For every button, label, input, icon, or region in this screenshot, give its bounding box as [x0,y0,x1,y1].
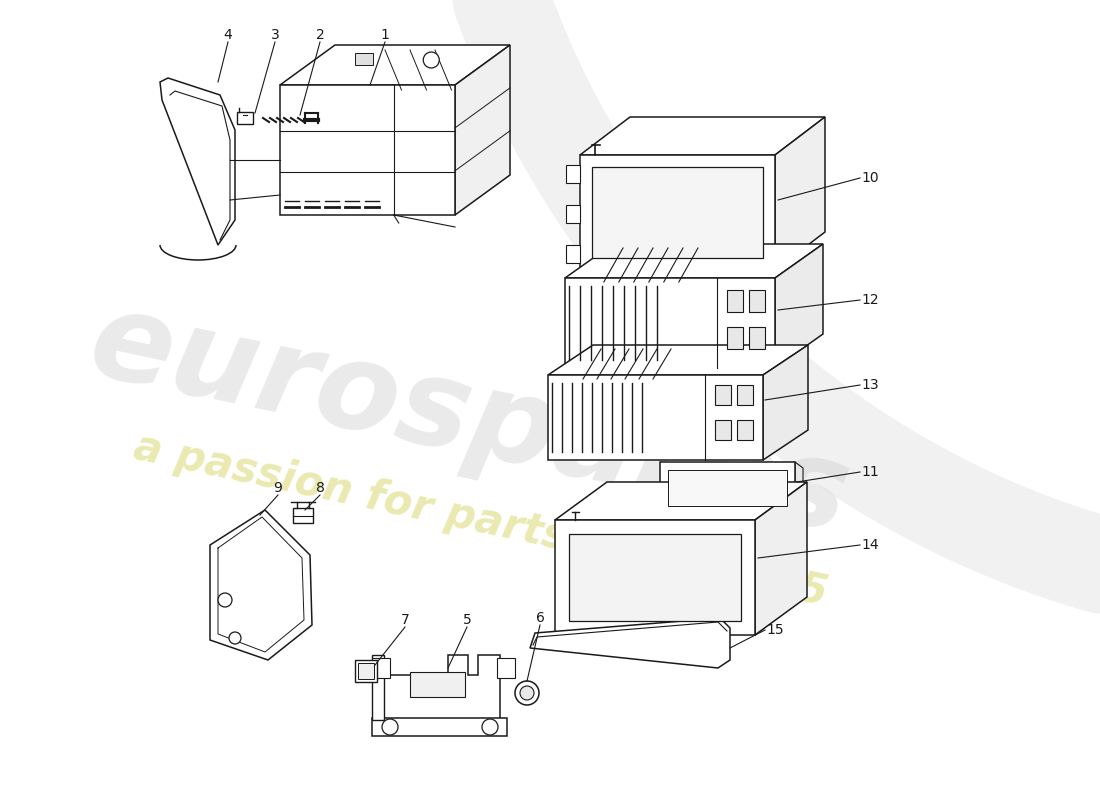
Polygon shape [556,482,807,520]
Text: 3: 3 [271,28,279,42]
Bar [556,520,755,635]
Bar [749,327,764,349]
Circle shape [482,719,498,735]
Bar [293,508,314,523]
Polygon shape [776,117,825,270]
Polygon shape [776,244,823,368]
Circle shape [515,681,539,705]
Text: 6: 6 [536,611,544,625]
Circle shape [382,719,398,735]
Text: 7: 7 [400,613,409,627]
Bar [566,205,580,223]
Polygon shape [530,618,730,668]
Text: 1: 1 [381,28,389,42]
Polygon shape [379,655,500,720]
Text: 14: 14 [861,538,879,552]
Polygon shape [160,78,235,245]
Bar [410,672,465,697]
Text: 12: 12 [861,293,879,307]
Text: 8: 8 [316,481,324,495]
Circle shape [218,593,232,607]
Bar [737,385,754,405]
Text: 9: 9 [274,481,283,495]
Bar [497,658,515,678]
Polygon shape [763,345,808,460]
Bar [355,53,373,65]
Bar [592,167,763,258]
Text: 2: 2 [316,28,324,42]
Bar [548,375,763,460]
Polygon shape [548,345,808,375]
Polygon shape [660,514,803,520]
Polygon shape [565,244,823,278]
Bar [280,85,455,215]
Bar [727,327,742,349]
Bar [580,155,776,270]
Bar [355,660,377,682]
Bar [358,663,374,679]
Bar [236,112,253,124]
Bar [566,245,580,263]
Bar [565,278,775,368]
Circle shape [520,686,534,700]
Bar [372,718,507,736]
Text: 15: 15 [767,623,784,637]
Text: 11: 11 [861,465,879,479]
Circle shape [229,632,241,644]
Bar [715,420,732,440]
Bar [566,165,580,183]
Polygon shape [755,482,807,635]
Text: 5: 5 [463,613,472,627]
Bar [569,534,741,621]
Text: a passion for parts since 1985: a passion for parts since 1985 [130,426,832,614]
Bar [372,658,390,678]
Bar [660,462,795,514]
Bar [727,290,742,312]
Text: 13: 13 [861,378,879,392]
Polygon shape [455,45,510,215]
Bar [715,385,732,405]
Polygon shape [280,45,510,85]
Bar [372,655,384,720]
Bar [749,290,764,312]
Circle shape [424,52,439,68]
Polygon shape [795,462,803,520]
Text: 4: 4 [223,28,232,42]
Bar [668,470,786,506]
Polygon shape [210,510,312,660]
Text: 10: 10 [861,171,879,185]
Polygon shape [580,117,825,155]
Text: eurospares: eurospares [80,282,860,558]
Bar [737,420,754,440]
